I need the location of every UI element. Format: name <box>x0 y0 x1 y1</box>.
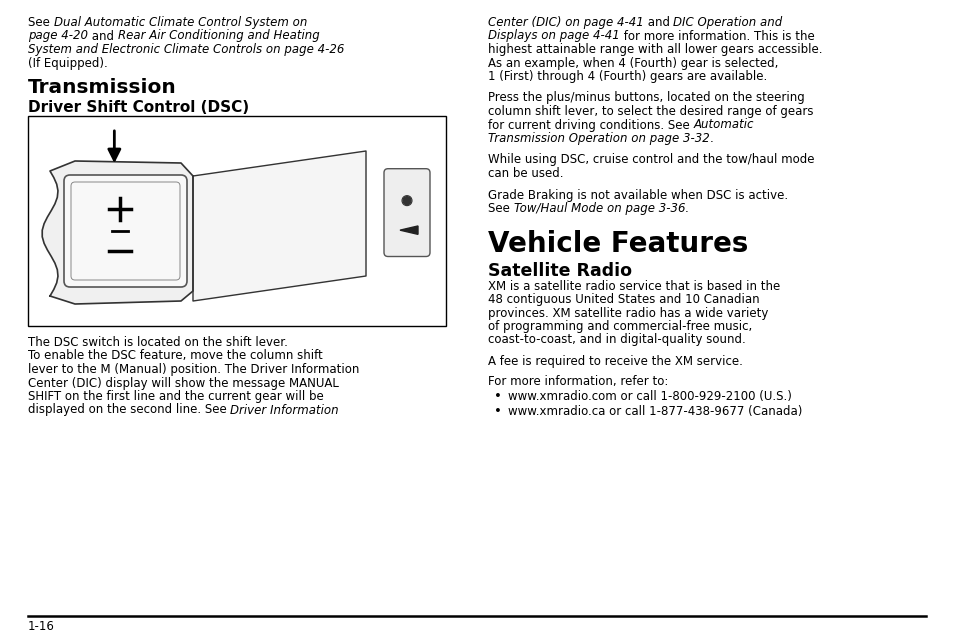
Text: A fee is required to receive the XM service.: A fee is required to receive the XM serv… <box>488 355 742 368</box>
Text: coast-to-coast, and in digital-quality sound.: coast-to-coast, and in digital-quality s… <box>488 334 745 346</box>
Text: of programming and commercial-free music,: of programming and commercial-free music… <box>488 320 752 333</box>
Polygon shape <box>193 151 366 301</box>
Text: 1 (First) through 4 (Fourth) gears are available.: 1 (First) through 4 (Fourth) gears are a… <box>488 70 766 83</box>
Text: .: . <box>709 132 713 145</box>
Text: displayed on the second line. See: displayed on the second line. See <box>28 403 231 417</box>
Text: The DSC switch is located on the shift lever.: The DSC switch is located on the shift l… <box>28 336 288 349</box>
Text: Press the plus/minus buttons, located on the steering: Press the plus/minus buttons, located on… <box>488 91 804 105</box>
Text: Driver Information: Driver Information <box>231 403 338 417</box>
Text: www.xmradio.com or call 1-800-929-2100 (U.S.): www.xmradio.com or call 1-800-929-2100 (… <box>507 390 791 403</box>
Text: To enable the DSC feature, move the column shift: To enable the DSC feature, move the colu… <box>28 350 322 362</box>
Circle shape <box>402 197 411 205</box>
Text: (If Equipped).: (If Equipped). <box>28 57 108 70</box>
Text: for current driving conditions. See: for current driving conditions. See <box>488 119 693 131</box>
Text: highest attainable range with all lower gears accessible.: highest attainable range with all lower … <box>488 43 821 56</box>
Text: page 4-20: page 4-20 <box>28 29 88 43</box>
Text: SHIFT on the first line and the current gear will be: SHIFT on the first line and the current … <box>28 390 323 403</box>
Text: 48 contiguous United States and 10 Canadian: 48 contiguous United States and 10 Canad… <box>488 293 759 306</box>
Text: and: and <box>643 16 673 29</box>
Text: provinces. XM satellite radio has a wide variety: provinces. XM satellite radio has a wide… <box>488 306 767 320</box>
Text: Satellite Radio: Satellite Radio <box>488 262 631 279</box>
Text: While using DSC, cruise control and the tow/haul mode: While using DSC, cruise control and the … <box>488 154 814 167</box>
Text: Transmission Operation on page 3-32: Transmission Operation on page 3-32 <box>488 132 709 145</box>
Text: Center (DIC) display will show the message MANUAL: Center (DIC) display will show the messa… <box>28 376 338 390</box>
Text: Tow/Haul Mode on page 3-36: Tow/Haul Mode on page 3-36 <box>513 202 684 215</box>
Text: See: See <box>28 16 53 29</box>
Text: Grade Braking is not available when DSC is active.: Grade Braking is not available when DSC … <box>488 188 787 202</box>
Text: Dual Automatic Climate Control System on: Dual Automatic Climate Control System on <box>53 16 307 29</box>
Text: 1-16: 1-16 <box>28 620 55 633</box>
Text: Automatic: Automatic <box>693 119 753 131</box>
FancyBboxPatch shape <box>384 168 430 256</box>
Text: can be used.: can be used. <box>488 167 563 180</box>
Text: System and Electronic Climate Controls on page 4-26: System and Electronic Climate Controls o… <box>28 43 344 56</box>
Text: and: and <box>88 29 117 43</box>
Text: Transmission: Transmission <box>28 78 176 97</box>
Text: For more information, refer to:: For more information, refer to: <box>488 375 668 387</box>
Text: Vehicle Features: Vehicle Features <box>488 230 747 258</box>
Text: Rear Air Conditioning and Heating: Rear Air Conditioning and Heating <box>117 29 319 43</box>
Text: Driver Shift Control (DSC): Driver Shift Control (DSC) <box>28 100 249 115</box>
Text: .: . <box>684 202 688 215</box>
Text: DIC Operation and: DIC Operation and <box>673 16 781 29</box>
Bar <box>28 116 446 326</box>
Text: XM is a satellite radio service that is based in the: XM is a satellite radio service that is … <box>488 279 780 292</box>
Text: www.xmradio.ca or call 1-877-438-9677 (Canada): www.xmradio.ca or call 1-877-438-9677 (C… <box>507 406 801 419</box>
Text: •: • <box>494 406 501 419</box>
FancyBboxPatch shape <box>71 182 180 280</box>
Text: See: See <box>488 202 513 215</box>
Polygon shape <box>399 226 417 234</box>
Text: for more information. This is the: for more information. This is the <box>619 29 814 43</box>
Text: As an example, when 4 (Fourth) gear is selected,: As an example, when 4 (Fourth) gear is s… <box>488 57 778 70</box>
Text: Center (DIC) on page 4-41: Center (DIC) on page 4-41 <box>488 16 643 29</box>
Text: Displays on page 4-41: Displays on page 4-41 <box>488 29 619 43</box>
Text: column shift lever, to select the desired range of gears: column shift lever, to select the desire… <box>488 105 813 118</box>
Polygon shape <box>42 161 193 304</box>
Text: lever to the M (Manual) position. The Driver Information: lever to the M (Manual) position. The Dr… <box>28 363 359 376</box>
Text: •: • <box>494 390 501 403</box>
FancyBboxPatch shape <box>64 175 187 287</box>
